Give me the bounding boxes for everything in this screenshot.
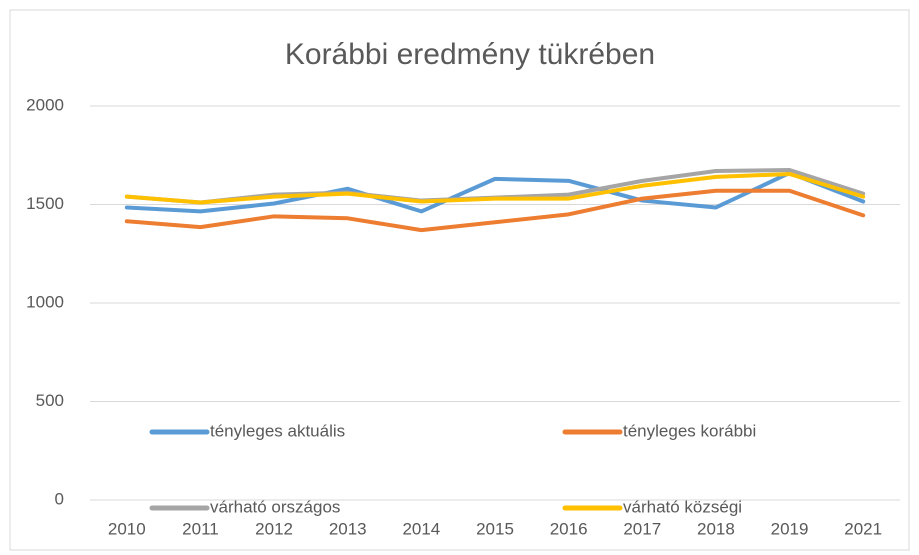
y-tick-label: 1500	[26, 194, 64, 213]
x-tick-label: 2014	[402, 519, 440, 538]
legend-label: tényleges aktuális	[210, 421, 345, 440]
legend-label: várható országos	[210, 497, 340, 516]
x-tick-label: 2015	[476, 519, 514, 538]
legend-label: tényleges korábbi	[623, 421, 756, 440]
y-tick-label: 1000	[26, 292, 64, 311]
x-tick-label: 2013	[329, 519, 367, 538]
x-tick-label: 2021	[844, 519, 882, 538]
series-line	[124, 171, 866, 205]
y-tick-label: 500	[36, 391, 64, 410]
x-tick-label: 2011	[182, 519, 219, 538]
y-tick-label: 2000	[26, 95, 64, 114]
x-tick-label: 2010	[108, 519, 146, 538]
series-line	[124, 170, 866, 214]
x-tick-label: 2019	[771, 519, 809, 538]
x-tick-label: 2016	[550, 519, 588, 538]
legend-label: várható községi	[623, 497, 742, 516]
y-tick-label: 0	[55, 489, 64, 508]
x-tick-label: 2018	[697, 519, 735, 538]
x-tick-label: 2017	[623, 519, 661, 538]
chart-border	[9, 9, 910, 551]
x-tick-label: 2012	[255, 519, 293, 538]
chart-title: Korábbi eredmény tükrében	[285, 38, 655, 71]
series-line	[124, 188, 866, 233]
